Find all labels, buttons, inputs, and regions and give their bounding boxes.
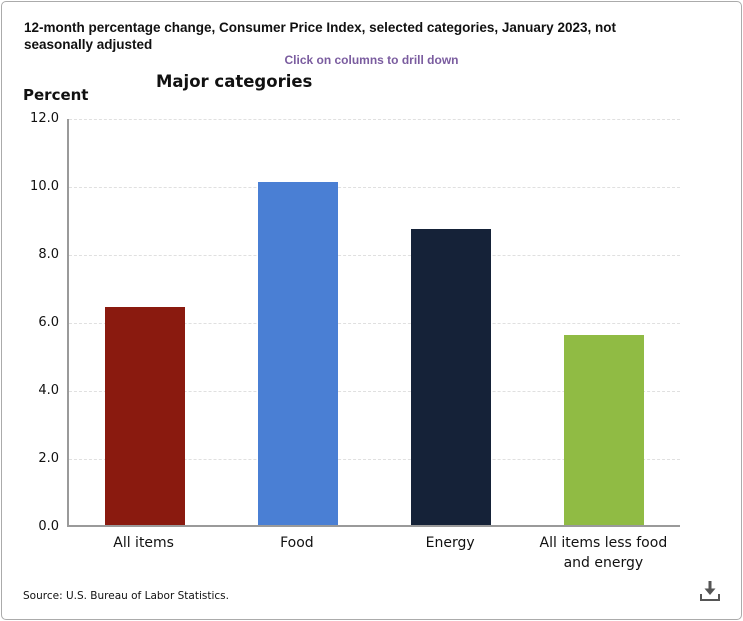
y-tick-6.0: 6.0: [38, 315, 59, 330]
x-label-energy: Energy: [425, 535, 475, 551]
gridline-4.0: [69, 391, 680, 392]
bar-all-items[interactable]: [105, 307, 186, 525]
bar-series: [69, 119, 680, 525]
bar-slot: [69, 119, 222, 525]
gridline-12.0: [69, 119, 680, 120]
x-axis-category-labels: All items Food Energy All items less food a…: [67, 533, 680, 574]
bar-slot: [222, 119, 375, 525]
source-note: Source: U.S. Bureau of Labor Statistics.: [23, 590, 229, 602]
x-label-food: Food: [280, 535, 314, 551]
y-tick-10.0: 10.0: [30, 179, 59, 194]
bar-energy[interactable]: [410, 229, 491, 525]
gridline-2.0: [69, 459, 680, 460]
x-label-all-items: All items: [113, 535, 174, 551]
drilldown-hint: Click on columns to drill down: [284, 53, 459, 67]
bar-slot: [527, 119, 680, 525]
download-button[interactable]: [694, 577, 726, 609]
y-tick-4.0: 4.0: [38, 383, 59, 398]
bar-food[interactable]: [258, 181, 339, 525]
y-tick-0.0: 0.0: [38, 519, 59, 534]
y-tick-12.0: 12.0: [30, 111, 59, 126]
y-tick-2.0: 2.0: [38, 451, 59, 466]
gridline-8.0: [69, 255, 680, 256]
gridline-6.0: [69, 323, 680, 324]
x-label-all-items-less-food-and-energy: All items less food and energy: [539, 535, 668, 572]
gridline-10.0: [69, 187, 680, 188]
page-title: 12-month percentage change, Consumer Pri…: [24, 20, 616, 52]
bar-slot: [375, 119, 528, 525]
y-tick-8.0: 8.0: [38, 247, 59, 262]
download-icon: [697, 578, 723, 609]
chart-title: Major categories: [156, 72, 313, 91]
bar-all-items-less-food-and-energy[interactable]: [563, 334, 644, 525]
plot-area: [67, 119, 680, 527]
y-axis-unit-label: Percent: [23, 86, 89, 104]
